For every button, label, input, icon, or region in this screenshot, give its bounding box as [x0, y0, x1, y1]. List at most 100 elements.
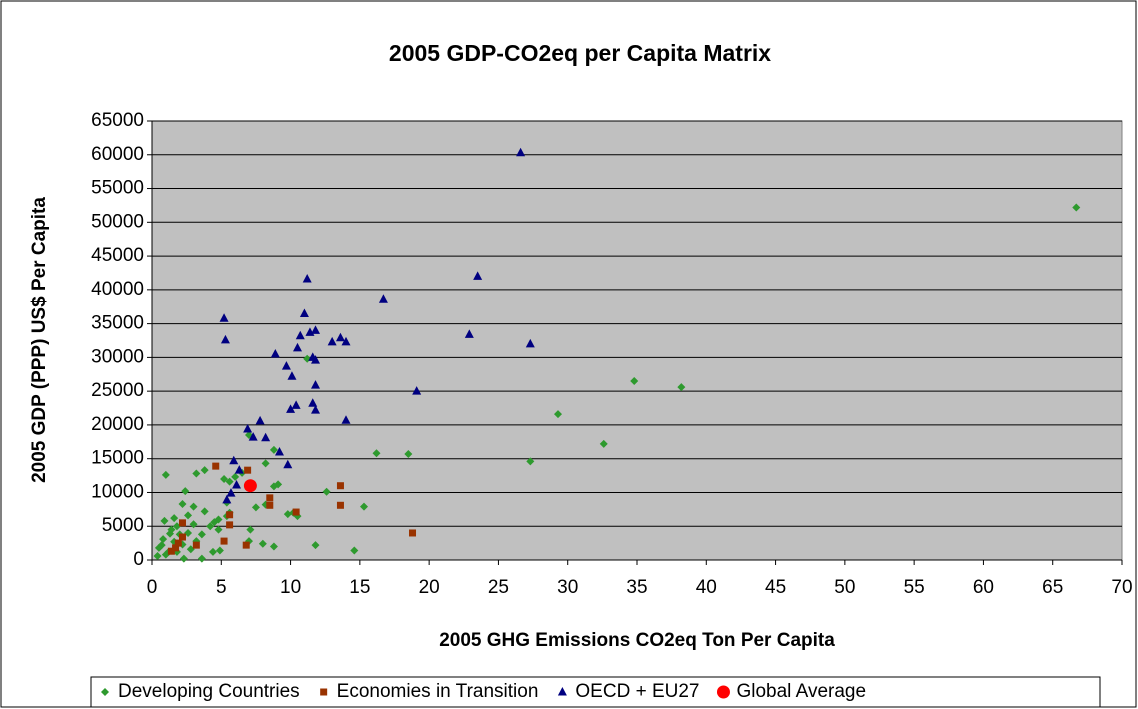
- point: [229, 455, 239, 465]
- point: [251, 503, 260, 512]
- point: [336, 501, 344, 509]
- point: [266, 501, 274, 509]
- point: [372, 449, 381, 458]
- point: [308, 398, 318, 407]
- point: [181, 487, 190, 496]
- point: [335, 332, 345, 342]
- y-axis-title: 2005 GDP (PPP) US$ Per Capita: [29, 197, 50, 483]
- point: [526, 457, 535, 466]
- point: [189, 502, 198, 511]
- point: [153, 551, 162, 560]
- point: [167, 547, 175, 555]
- point: [192, 469, 201, 478]
- point: [270, 349, 280, 358]
- y-tick-label: 30000: [91, 346, 144, 367]
- point: [178, 519, 186, 527]
- point: [172, 544, 180, 552]
- point: [274, 480, 283, 489]
- y-tick-label: 65000: [91, 110, 144, 131]
- chart-title: 2005 GDP-CO2eq per Capita Matrix: [389, 40, 771, 66]
- x-tick-label: 0: [147, 577, 158, 598]
- point: [161, 470, 170, 479]
- point: [281, 361, 291, 370]
- point: [341, 336, 351, 346]
- point: [341, 415, 351, 424]
- point: [220, 474, 229, 483]
- legend-label: Global Average: [736, 681, 866, 702]
- legend-label: OECD + EU27: [575, 681, 699, 702]
- legend-label: Developing Countries: [118, 681, 300, 702]
- point: [302, 274, 312, 283]
- point: [677, 383, 686, 392]
- point: [404, 449, 413, 458]
- y-tick-label: 45000: [91, 245, 144, 266]
- y-tick-label: 50000: [91, 211, 144, 232]
- point: [178, 533, 186, 541]
- point: [225, 477, 234, 486]
- point: [159, 535, 168, 544]
- point: [516, 147, 526, 157]
- point: [226, 521, 234, 529]
- point: [291, 400, 301, 409]
- point: [226, 488, 236, 497]
- y-tick-label: 55000: [91, 178, 144, 199]
- point: [242, 541, 250, 549]
- point: [226, 511, 234, 519]
- point: [184, 528, 193, 537]
- point: [167, 525, 176, 534]
- legend-marker: [557, 687, 567, 696]
- point: [283, 510, 292, 519]
- point: [200, 466, 209, 475]
- y-tick-label: 10000: [91, 481, 144, 502]
- point: [292, 508, 300, 516]
- legend-label: Economies in Transition: [337, 681, 539, 702]
- y-tick-label: 5000: [102, 515, 144, 536]
- point: [311, 541, 320, 550]
- point: [231, 472, 240, 481]
- point: [412, 386, 422, 395]
- point: [192, 541, 200, 549]
- point: [1072, 203, 1081, 212]
- point: [286, 404, 296, 413]
- plot-area: [151, 120, 1123, 561]
- point: [327, 336, 337, 346]
- point: [172, 522, 181, 531]
- x-axis-title: 2005 GHG Emissions CO2eq Ton Per Capita: [439, 630, 835, 651]
- x-tick-label: 20: [419, 577, 440, 598]
- y-tick-label: 35000: [91, 313, 144, 334]
- point: [266, 494, 274, 502]
- point: [350, 546, 359, 555]
- x-tick-label: 30: [557, 577, 578, 598]
- point: [255, 415, 265, 425]
- x-tick-label: 70: [1111, 577, 1132, 598]
- x-tick-label: 55: [904, 577, 925, 598]
- legend-marker: [716, 685, 730, 699]
- point: [214, 525, 223, 534]
- x-tick-label: 60: [973, 577, 994, 598]
- point: [287, 371, 297, 380]
- point: [244, 466, 252, 474]
- y-tick-label: 60000: [91, 144, 144, 165]
- point: [630, 377, 639, 386]
- x-tick-label: 50: [834, 577, 855, 598]
- point: [179, 554, 188, 563]
- point: [311, 405, 321, 414]
- point: [473, 271, 483, 280]
- point: [409, 529, 417, 537]
- point: [322, 487, 331, 496]
- point: [311, 380, 321, 389]
- y-tick-label: 0: [133, 549, 144, 570]
- point: [599, 439, 608, 448]
- legend-marker: [320, 688, 328, 696]
- point: [184, 511, 193, 520]
- point: [283, 459, 293, 469]
- x-tick-label: 45: [765, 577, 786, 598]
- point: [189, 520, 198, 529]
- point: [160, 516, 169, 525]
- point: [232, 480, 242, 489]
- legend-box: [90, 676, 1101, 708]
- point: [295, 330, 305, 340]
- x-tick-label: 10: [280, 577, 301, 598]
- point: [336, 482, 344, 490]
